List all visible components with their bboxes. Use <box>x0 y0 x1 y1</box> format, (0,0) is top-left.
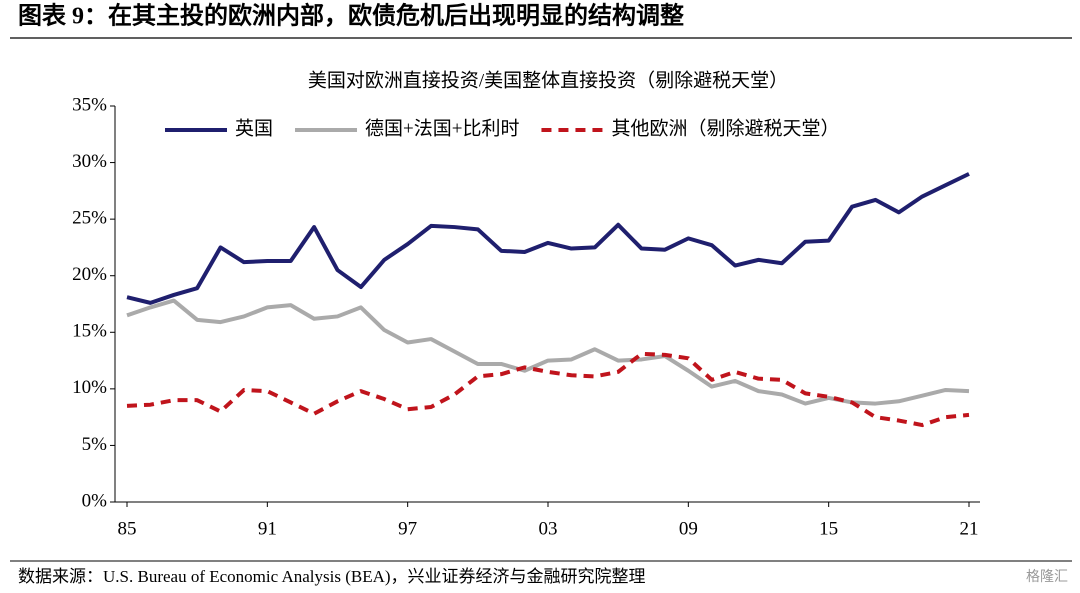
source-note: 数据来源：U.S. Bureau of Economic Analysis (B… <box>18 567 646 586</box>
x-tick-label: 09 <box>679 518 698 539</box>
legend-label: 德国+法国+比利时 <box>365 117 519 139</box>
x-tick-label: 85 <box>118 518 137 539</box>
x-tick-label: 91 <box>258 518 277 539</box>
y-tick-label: 10% <box>72 377 107 398</box>
y-tick-label: 15% <box>72 321 107 342</box>
x-tick-label: 21 <box>960 518 979 539</box>
y-tick-label: 30% <box>72 151 107 172</box>
legend-label: 英国 <box>235 117 273 139</box>
series-line <box>126 351 970 428</box>
x-tick-label: 97 <box>398 518 417 539</box>
y-tick-label: 0% <box>82 490 108 511</box>
x-tick-label: 03 <box>539 518 558 539</box>
chart-title: 美国对欧洲直接投资/美国整体直接投资（剔除避税天堂） <box>308 69 788 91</box>
series-line <box>126 298 970 406</box>
y-tick-label: 25% <box>72 208 107 229</box>
y-tick-label: 35% <box>72 94 107 115</box>
watermark: 格隆汇 <box>1026 569 1068 585</box>
legend-label: 其他欧洲（剔除避税天堂） <box>611 117 839 139</box>
x-tick-label: 15 <box>819 518 838 539</box>
series-line <box>126 172 970 305</box>
figure-title: 图表 9：在其主投的欧洲内部，欧债危机后出现明显的结构调整 <box>18 2 684 30</box>
y-tick-label: 5% <box>82 434 108 455</box>
y-tick-label: 20% <box>72 264 107 285</box>
